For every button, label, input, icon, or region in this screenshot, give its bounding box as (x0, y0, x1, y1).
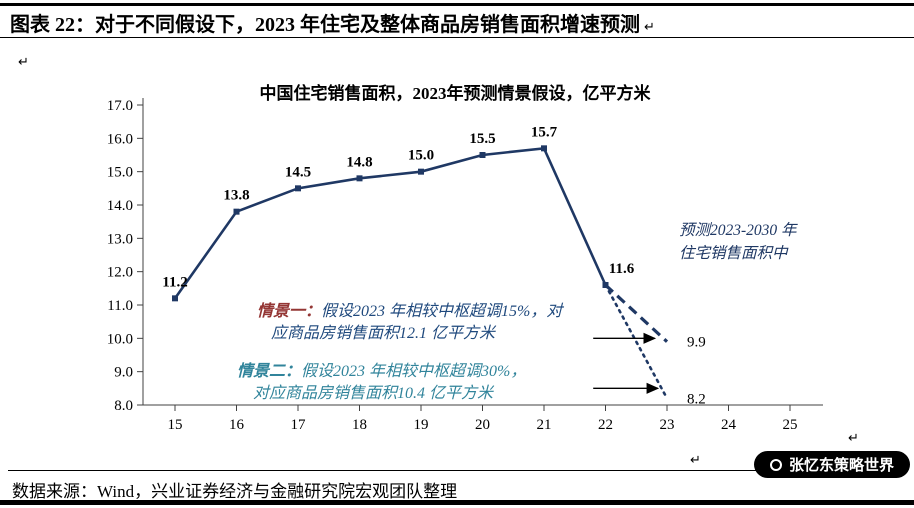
scenario2-annotation: 情景二：假设2023 年相较中枢超调30%， 对应商品房销售面积10.4 亿平方… (237, 361, 526, 405)
footer-divider-rule (8, 470, 906, 471)
projection-end-label-2: 8.2 (687, 391, 706, 407)
data-point-marker (541, 145, 547, 152)
data-point-label: 14.5 (285, 164, 311, 180)
y-tick-label: 17.0 (107, 98, 133, 114)
x-tick-label: 18 (352, 417, 367, 433)
data-point-label: 15.5 (469, 131, 495, 147)
scenario2-line1: 情景二：假设2023 年相较中枢超调30%， (237, 361, 526, 383)
figure-title: 图表 22：对于不同假设下，2023 年住宅及整体商品房销售面积增速预测 (10, 14, 640, 36)
scenario2-text1: 假设2023 年相较中枢超调30%， (301, 363, 527, 380)
x-tick-label: 22 (598, 417, 613, 433)
x-tick-label: 24 (721, 417, 737, 433)
y-tick-label: 12.0 (107, 265, 133, 281)
forecast-annotation: 预测2023-2030 年 住宅销售面积中 (679, 219, 859, 265)
y-tick-label: 9.0 (114, 365, 133, 381)
data-point-label: 15.7 (531, 124, 558, 140)
y-tick-label: 8.0 (114, 398, 133, 414)
x-tick-label: 25 (783, 417, 798, 433)
scenario1-text1: 假设2023 年相较中枢超调15%，对 (321, 303, 563, 320)
return-mark-icon: ↵ (644, 20, 655, 35)
return-mark-icon: ↵ (690, 453, 701, 468)
scenario1-label: 情景一： (257, 303, 322, 320)
scenario1-text2: 应商品房销售面积12.1 亿平方米 (271, 325, 496, 342)
return-mark-icon: ↵ (18, 55, 29, 70)
forecast-annotation-line1: 预测2023-2030 年 (679, 222, 797, 239)
data-source-note: 数据来源：Wind，兴业证券经济与金融研究院宏观团队整理 (12, 482, 458, 501)
return-mark-icon: ↵ (848, 431, 859, 446)
data-point-marker (172, 295, 178, 302)
x-tick-label: 21 (537, 417, 552, 433)
data-point-label: 11.6 (609, 261, 635, 277)
x-tick-label: 17 (291, 417, 307, 433)
data-point-marker (295, 185, 301, 192)
chart-title: 中国住宅销售面积，2023年预测情景假设，亿平方米 (259, 84, 651, 103)
data-point-label: 13.8 (223, 188, 249, 204)
x-tick-label: 16 (229, 417, 245, 433)
x-tick-label: 15 (168, 417, 183, 433)
data-point-label: 14.8 (346, 154, 372, 170)
x-tick-label: 19 (414, 417, 429, 433)
header-divider-rule (0, 37, 914, 38)
badge-logo-icon (769, 458, 782, 471)
y-tick-label: 16.0 (107, 131, 133, 147)
data-point-label: 11.2 (162, 274, 187, 290)
data-point-marker (233, 208, 240, 215)
projection-line-2 (604, 283, 669, 400)
data-point-marker (356, 175, 363, 182)
y-tick-label: 13.0 (107, 231, 133, 247)
x-tick-label: 20 (475, 417, 490, 433)
forecast-annotation-line2: 住宅销售面积中 (679, 245, 788, 262)
scenario1-line1: 情景一：假设2023 年相较中枢超调15%，对 (257, 301, 562, 323)
data-point-marker (479, 152, 486, 158)
figure-header: 图表 22：对于不同假设下，2023 年住宅及整体商品房销售面积增速预测 ↵ (10, 8, 655, 37)
data-point-label: 15.0 (408, 148, 434, 164)
badge-text: 张忆东策略世界 (788, 458, 894, 474)
scenario2-text2: 对应商品房销售面积10.4 亿平方米 (253, 385, 494, 402)
bottom-border-rule (0, 500, 914, 505)
scenario1-annotation: 情景一：假设2023 年相较中枢超调15%，对 应商品房销售面积12.1 亿平方… (257, 301, 562, 345)
top-border-rule (0, 3, 914, 6)
y-tick-label: 14.0 (107, 198, 133, 214)
projection-end-label-1: 9.9 (687, 335, 706, 351)
scenario2-label: 情景二： (237, 363, 302, 380)
y-tick-label: 10.0 (107, 331, 133, 347)
projection-line-1 (604, 283, 669, 343)
sales-area-line (173, 146, 607, 300)
data-point-marker (418, 168, 424, 175)
watermark-badge: 张忆东策略世界 (753, 451, 910, 478)
y-tick-label: 11.0 (107, 298, 133, 314)
x-tick-label: 23 (660, 417, 675, 433)
y-tick-label: 15.0 (107, 165, 133, 181)
